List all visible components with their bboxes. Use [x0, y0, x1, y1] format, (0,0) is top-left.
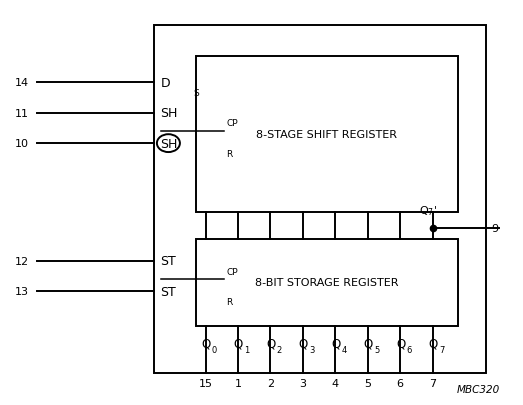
- Text: 4: 4: [332, 378, 339, 388]
- Text: CP: CP: [226, 267, 238, 276]
- Text: 2: 2: [277, 345, 282, 354]
- Text: Q: Q: [428, 337, 438, 350]
- Text: 6: 6: [406, 345, 412, 354]
- Text: D: D: [161, 77, 170, 90]
- Text: 14: 14: [15, 78, 29, 88]
- Text: SH: SH: [161, 107, 178, 120]
- Text: Q: Q: [201, 337, 211, 350]
- Text: 7: 7: [439, 345, 444, 354]
- Bar: [196, 57, 458, 213]
- Text: Q: Q: [266, 337, 276, 350]
- Text: ST: ST: [161, 285, 176, 298]
- Text: R: R: [226, 149, 233, 158]
- Text: 1: 1: [244, 345, 249, 354]
- Text: 13: 13: [15, 287, 29, 296]
- Text: Q: Q: [396, 337, 405, 350]
- Text: 1: 1: [234, 378, 242, 388]
- Text: R: R: [226, 297, 233, 306]
- Text: Q: Q: [234, 337, 243, 350]
- Text: 10: 10: [15, 139, 29, 149]
- Text: 6: 6: [396, 378, 404, 388]
- Text: 8-BIT STORAGE REGISTER: 8-BIT STORAGE REGISTER: [255, 278, 399, 288]
- Text: S: S: [194, 89, 199, 98]
- Text: Q: Q: [331, 337, 340, 350]
- Text: ST: ST: [161, 255, 176, 268]
- Text: 8-STAGE SHIFT REGISTER: 8-STAGE SHIFT REGISTER: [256, 130, 397, 139]
- Text: CP: CP: [226, 119, 238, 128]
- Text: 3: 3: [299, 378, 306, 388]
- Text: 5: 5: [374, 345, 379, 354]
- Text: Q$_7$': Q$_7$': [418, 204, 437, 217]
- Text: 11: 11: [15, 109, 29, 118]
- Text: Q: Q: [363, 337, 373, 350]
- Bar: [196, 239, 458, 326]
- Text: 5: 5: [364, 378, 371, 388]
- Text: 15: 15: [199, 378, 212, 388]
- Text: SH: SH: [161, 137, 178, 150]
- Text: 3: 3: [309, 345, 314, 354]
- Bar: [154, 26, 486, 373]
- Text: 2: 2: [267, 378, 274, 388]
- Text: 12: 12: [15, 256, 29, 266]
- Text: 4: 4: [342, 345, 347, 354]
- Text: 7: 7: [429, 378, 436, 388]
- Text: MBC320: MBC320: [457, 384, 500, 394]
- Text: Q: Q: [299, 337, 308, 350]
- Text: 0: 0: [212, 345, 217, 354]
- Text: 9: 9: [492, 224, 499, 234]
